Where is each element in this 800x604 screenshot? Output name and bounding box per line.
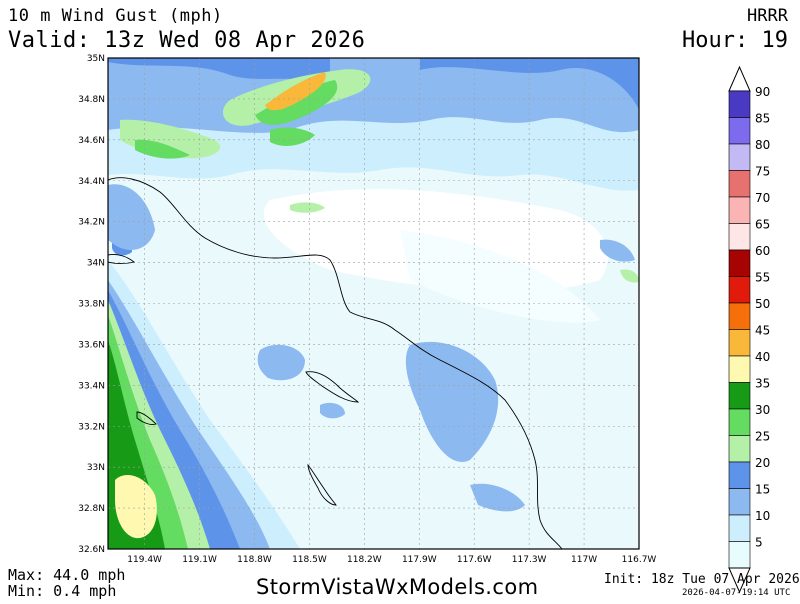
legend-bottom-arrow — [728, 567, 751, 594]
site-name: StormVistaWxModels.com — [256, 575, 539, 599]
lon-label: 117.9W — [402, 555, 437, 565]
legend-label: 75 — [755, 165, 770, 179]
legend-label: 20 — [755, 456, 770, 470]
legend-swatch — [728, 276, 751, 304]
latitude-labels: 35N 34.8N 34.6N 34.4N 34.2N 34N 33.8N 33.6N 33.4… — [78, 54, 105, 555]
lat-label: 34.6N — [78, 136, 105, 146]
legend-swatch — [728, 117, 751, 145]
legend-top-arrow — [728, 65, 751, 92]
lat-label: 33N — [87, 463, 105, 473]
legend-swatch — [728, 302, 751, 330]
gust-field — [108, 58, 639, 549]
legend-label: 55 — [755, 271, 770, 285]
legend-swatch — [728, 514, 751, 542]
lon-label: 116.7W — [622, 555, 657, 565]
legend-label: 45 — [755, 324, 770, 338]
max-value: Max: 44.0 mph — [8, 566, 126, 584]
legend-label: 30 — [755, 403, 770, 417]
lat-label: 34.4N — [78, 177, 105, 187]
legend-label: 65 — [755, 218, 770, 232]
lon-label: 118.5W — [292, 555, 327, 565]
map-frame — [107, 57, 640, 550]
legend-swatch — [728, 249, 751, 277]
lat-label: 35N — [87, 54, 105, 64]
legend-label: 25 — [755, 430, 770, 444]
legend-swatch — [728, 541, 751, 569]
legend-label: 15 — [755, 483, 770, 497]
valid-time: Valid: 13z Wed 08 Apr 2026 — [8, 28, 366, 53]
min-value: Min: 0.4 mph — [8, 582, 117, 600]
lat-label: 33.8N — [78, 300, 105, 310]
legend-swatch — [728, 488, 751, 516]
legend-swatch — [728, 408, 751, 436]
legend-label: 10 — [755, 509, 770, 523]
legend-label: 5 — [755, 536, 763, 550]
legend-swatch — [728, 435, 751, 463]
lat-label: 33.4N — [78, 381, 105, 391]
map-title: 10 m Wind Gust (mph) — [8, 6, 223, 26]
legend-swatch — [728, 329, 751, 357]
lat-label: 32.8N — [78, 504, 105, 514]
legend-swatch — [728, 355, 751, 383]
init-time: Init: 18z Tue 07 Apr 2026 — [604, 572, 800, 587]
lat-label: 33.6N — [78, 340, 105, 350]
lon-label: 117.6W — [457, 555, 492, 565]
legend-swatch — [728, 170, 751, 198]
legend-swatch — [728, 196, 751, 224]
legend-swatch — [728, 143, 751, 171]
lon-label: 117W — [571, 555, 597, 565]
lon-label: 119.4W — [127, 555, 162, 565]
lat-label: 34.2N — [78, 218, 105, 228]
lon-label: 119.1W — [182, 555, 217, 565]
legend-swatch — [728, 461, 751, 489]
legend-label: 50 — [755, 297, 770, 311]
generation-stamp: 2026-04-07-19:14 UTC — [682, 588, 791, 598]
legend-label: 85 — [755, 112, 770, 126]
legend-swatch — [728, 90, 751, 118]
forecast-hour: Hour: 19 — [682, 28, 788, 53]
lat-label: 33.2N — [78, 422, 105, 432]
legend-label: 90 — [755, 85, 770, 99]
legend-label: 70 — [755, 191, 770, 205]
lon-label: 118.8W — [237, 555, 272, 565]
color-legend: 90 85 80 75 70 65 60 55 50 45 40 35 30 25 20 15 10 5 — [728, 65, 770, 594]
model-name: HRRR — [747, 6, 788, 26]
legend-swatch — [728, 223, 751, 251]
lon-label: 117.3W — [512, 555, 547, 565]
legend-label: 60 — [755, 244, 770, 258]
legend-label: 40 — [755, 350, 770, 364]
lon-label: 118.2W — [347, 555, 382, 565]
legend-swatch — [728, 382, 751, 410]
legend-label: 80 — [755, 138, 770, 152]
longitude-labels: 119.4W 119.1W 118.8W 118.5W 118.2W 117.9W 117.… — [127, 555, 656, 565]
lat-label: 34N — [87, 259, 105, 269]
legend-label: 35 — [755, 377, 770, 391]
lat-label: 34.8N — [78, 95, 105, 105]
lat-label: 32.6N — [78, 545, 105, 555]
